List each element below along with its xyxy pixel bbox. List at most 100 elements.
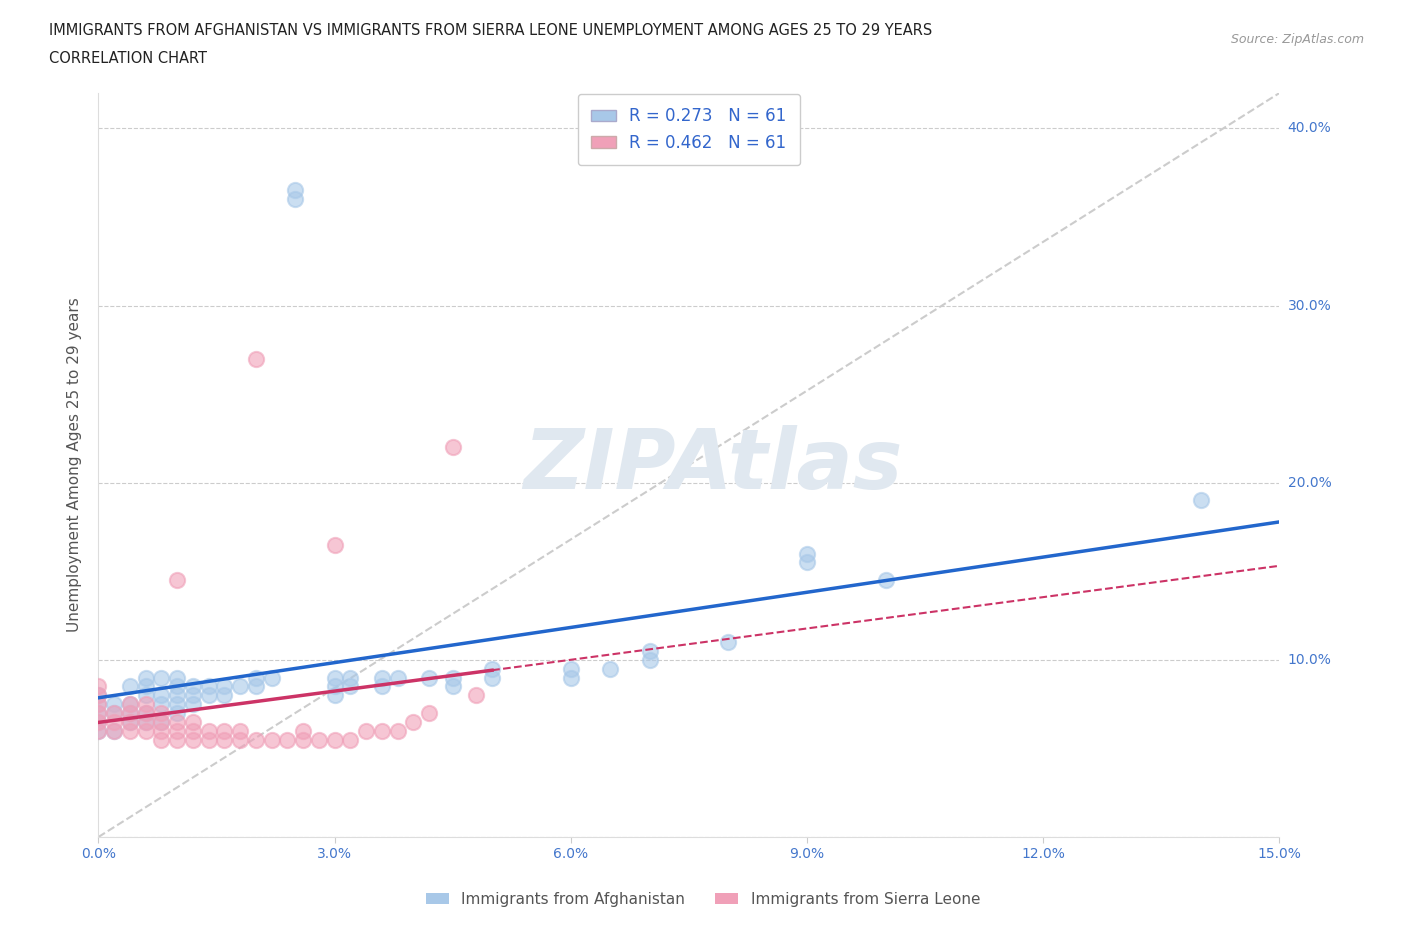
Point — [150, 714, 173, 729]
Point — [229, 679, 252, 694]
Point — [245, 679, 267, 694]
Point — [87, 724, 110, 738]
Point — [135, 714, 157, 729]
Point — [150, 714, 173, 729]
Point — [284, 192, 307, 206]
Point — [87, 724, 110, 738]
Point — [371, 679, 394, 694]
Point — [323, 538, 346, 552]
Point — [387, 671, 409, 685]
Point — [118, 724, 141, 738]
Point — [1189, 493, 1212, 508]
Legend: Immigrants from Afghanistan, Immigrants from Sierra Leone: Immigrants from Afghanistan, Immigrants … — [420, 886, 986, 913]
Point — [87, 714, 110, 729]
Point — [135, 679, 157, 694]
Point — [181, 697, 204, 711]
Text: CORRELATION CHART: CORRELATION CHART — [49, 51, 207, 66]
Point — [245, 352, 267, 366]
Point — [481, 671, 503, 685]
Point — [481, 661, 503, 676]
Point — [166, 688, 188, 703]
Point — [354, 724, 377, 738]
Point — [87, 679, 110, 694]
Point — [717, 634, 740, 649]
Point — [150, 697, 173, 711]
Point — [103, 714, 125, 729]
Point — [181, 688, 204, 703]
Point — [197, 688, 219, 703]
Point — [292, 732, 315, 747]
Point — [118, 697, 141, 711]
Point — [197, 724, 219, 738]
Point — [323, 679, 346, 694]
Point — [260, 671, 283, 685]
Point — [103, 706, 125, 721]
Point — [166, 714, 188, 729]
Point — [323, 671, 346, 685]
Point — [323, 732, 346, 747]
Point — [284, 183, 307, 198]
Point — [292, 724, 315, 738]
Point — [418, 706, 440, 721]
Point — [197, 732, 219, 747]
Point — [181, 724, 204, 738]
Point — [87, 706, 110, 721]
Point — [166, 573, 188, 588]
Point — [638, 653, 661, 668]
Point — [135, 724, 157, 738]
Point — [103, 724, 125, 738]
Text: Source: ZipAtlas.com: Source: ZipAtlas.com — [1230, 33, 1364, 46]
Point — [103, 724, 125, 738]
Point — [402, 714, 425, 729]
Point — [197, 679, 219, 694]
Point — [214, 732, 236, 747]
Point — [87, 706, 110, 721]
Point — [103, 706, 125, 721]
Point — [245, 671, 267, 685]
Point — [135, 714, 157, 729]
Point — [87, 688, 110, 703]
Point — [387, 724, 409, 738]
Point — [135, 671, 157, 685]
Point — [323, 688, 346, 703]
Point — [150, 724, 173, 738]
Y-axis label: Unemployment Among Ages 25 to 29 years: Unemployment Among Ages 25 to 29 years — [67, 298, 83, 632]
Point — [371, 724, 394, 738]
Point — [214, 688, 236, 703]
Point — [465, 688, 488, 703]
Point — [118, 706, 141, 721]
Point — [229, 724, 252, 738]
Point — [245, 732, 267, 747]
Point — [371, 671, 394, 685]
Point — [418, 671, 440, 685]
Text: 30.0%: 30.0% — [1288, 299, 1331, 312]
Point — [118, 697, 141, 711]
Point — [229, 732, 252, 747]
Point — [166, 697, 188, 711]
Text: 10.0%: 10.0% — [1288, 653, 1331, 667]
Point — [87, 697, 110, 711]
Point — [87, 714, 110, 729]
Point — [150, 671, 173, 685]
Point — [638, 644, 661, 658]
Point — [441, 679, 464, 694]
Point — [560, 661, 582, 676]
Point — [103, 697, 125, 711]
Text: 20.0%: 20.0% — [1288, 476, 1331, 490]
Point — [339, 679, 361, 694]
Point — [166, 706, 188, 721]
Point — [135, 697, 157, 711]
Point — [181, 679, 204, 694]
Point — [441, 440, 464, 455]
Point — [87, 688, 110, 703]
Point — [441, 671, 464, 685]
Point — [214, 724, 236, 738]
Point — [214, 679, 236, 694]
Text: ZIPAtlas: ZIPAtlas — [523, 424, 903, 506]
Point — [87, 697, 110, 711]
Point — [181, 732, 204, 747]
Text: IMMIGRANTS FROM AFGHANISTAN VS IMMIGRANTS FROM SIERRA LEONE UNEMPLOYMENT AMONG A: IMMIGRANTS FROM AFGHANISTAN VS IMMIGRANT… — [49, 23, 932, 38]
Point — [308, 732, 330, 747]
Point — [796, 546, 818, 561]
Point — [150, 732, 173, 747]
